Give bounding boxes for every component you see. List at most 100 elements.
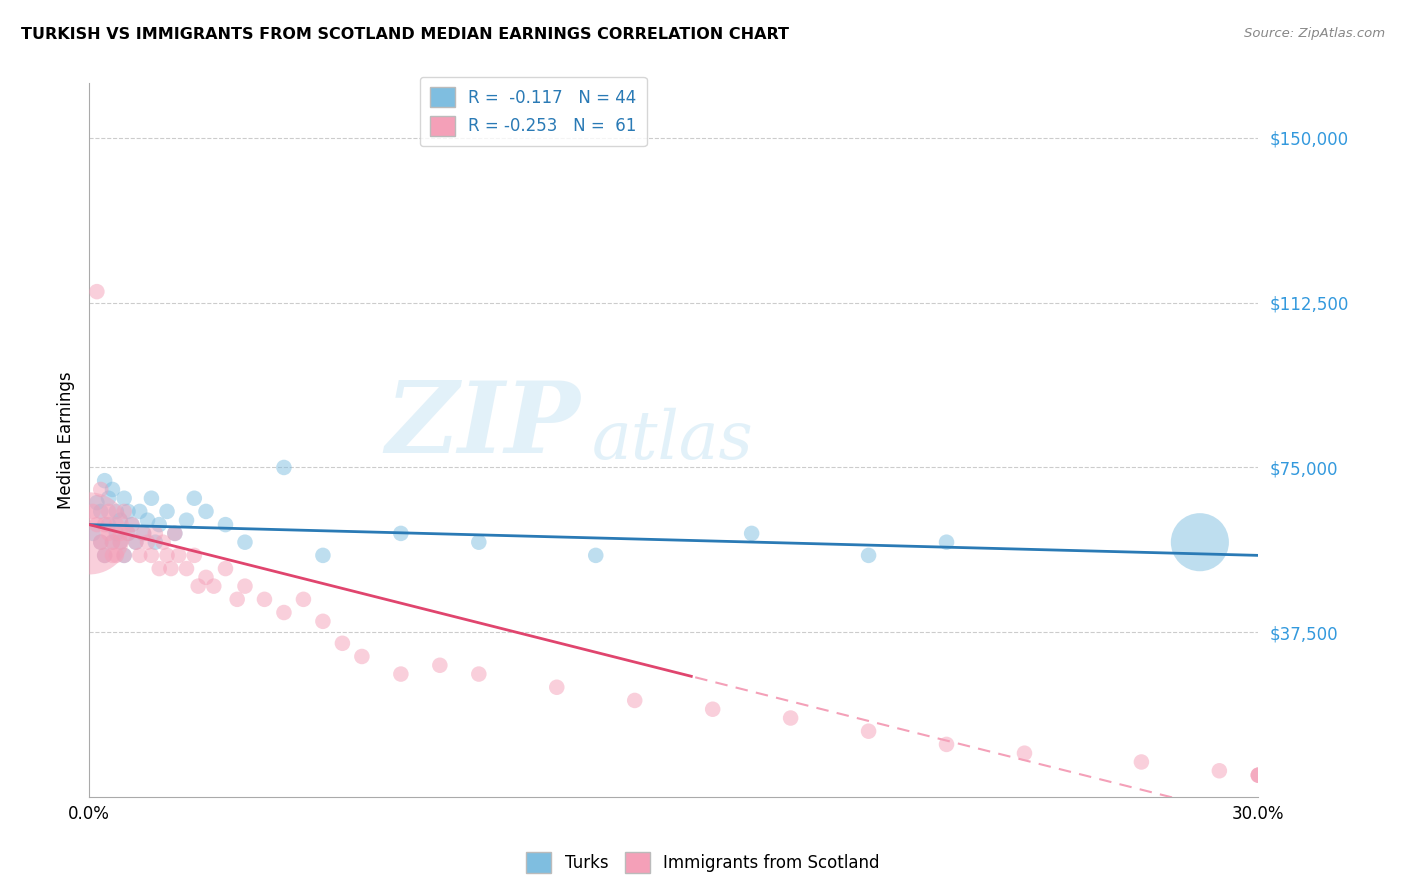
Point [935,738,957,752]
Text: ZIP: ZIP [385,377,581,474]
Point [105,549,128,563]
Point [105,504,128,518]
Point [1188,535,1211,549]
Point [935,535,957,549]
Text: atlas: atlas [592,408,754,473]
Point [195,570,218,584]
Text: Source: ZipAtlas.com: Source: ZipAtlas.com [1244,27,1385,40]
Point [1130,755,1153,769]
Y-axis label: Median Earnings: Median Earnings [58,371,75,508]
Point [156,504,179,518]
Point [350,649,373,664]
Point [702,702,724,716]
Point [233,579,256,593]
Point [312,549,335,563]
Point [183,549,205,563]
Point [1247,768,1270,782]
Point [105,526,128,541]
Point [82,504,104,518]
Point [112,549,135,563]
Point [623,693,645,707]
Point [226,592,249,607]
Point [132,526,155,541]
Point [546,680,568,694]
Point [125,535,148,549]
Text: TURKISH VS IMMIGRANTS FROM SCOTLAND MEDIAN EARNINGS CORRELATION CHART: TURKISH VS IMMIGRANTS FROM SCOTLAND MEDI… [21,27,789,42]
Point [273,606,295,620]
Point [117,504,139,518]
Point [136,535,159,549]
Point [117,526,139,541]
Point [121,517,143,532]
Point [183,491,205,506]
Point [132,526,155,541]
Point [128,549,150,563]
Point [93,549,115,563]
Point [125,535,148,549]
Point [90,483,112,497]
Point [160,561,183,575]
Point [97,517,120,532]
Point [1247,768,1270,782]
Point [105,517,128,532]
Point [110,513,132,527]
Point [143,535,166,549]
Point [112,504,135,518]
Point [97,526,120,541]
Point [128,504,150,518]
Point [90,535,112,549]
Point [858,549,880,563]
Point [141,491,163,506]
Point [202,579,225,593]
Point [101,483,124,497]
Point [1014,746,1036,760]
Legend: R =  -0.117   N = 44, R = -0.253   N =  61: R = -0.117 N = 44, R = -0.253 N = 61 [420,77,647,146]
Point [332,636,354,650]
Point [1247,768,1270,782]
Point [97,504,120,518]
Point [273,460,295,475]
Point [82,526,104,541]
Point [148,517,170,532]
Point [101,549,124,563]
Point [97,491,120,506]
Point [86,517,108,532]
Point [389,667,412,681]
Point [163,526,186,541]
Point [779,711,801,725]
Point [148,561,170,575]
Point [110,535,132,549]
Point [214,517,236,532]
Point [143,526,166,541]
Point [468,535,491,549]
Point [101,535,124,549]
Point [112,549,135,563]
Point [136,513,159,527]
Point [93,549,115,563]
Point [741,526,763,541]
Point [86,495,108,509]
Point [93,517,115,532]
Point [214,561,236,575]
Point [163,526,186,541]
Point [110,535,132,549]
Point [77,526,100,541]
Legend: Turks, Immigrants from Scotland: Turks, Immigrants from Scotland [520,846,886,880]
Point [141,549,163,563]
Point [195,504,218,518]
Point [90,535,112,549]
Point [1208,764,1230,778]
Point [585,549,607,563]
Point [93,474,115,488]
Point [187,579,209,593]
Point [858,724,880,739]
Point [86,285,108,299]
Point [253,592,276,607]
Point [152,535,174,549]
Point [112,491,135,506]
Point [176,561,198,575]
Point [156,549,179,563]
Point [429,658,451,673]
Point [389,526,412,541]
Point [468,667,491,681]
